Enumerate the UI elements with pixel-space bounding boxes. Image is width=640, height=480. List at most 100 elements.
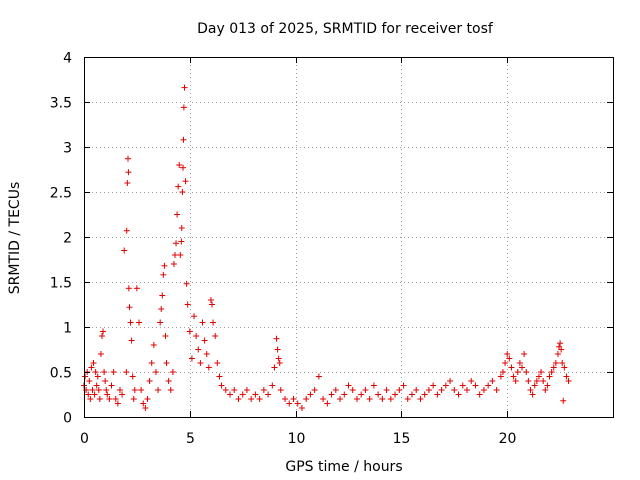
- data-point: [203, 351, 210, 357]
- data-point: [438, 387, 445, 393]
- data-point: [180, 164, 187, 171]
- data-point: [565, 378, 572, 384]
- data-point: [191, 313, 198, 320]
- data-point: [328, 391, 335, 398]
- data-point: [178, 238, 185, 245]
- data-point: [559, 360, 566, 366]
- data-point: [324, 400, 331, 407]
- data-point: [523, 369, 530, 375]
- data-point: [320, 396, 327, 402]
- data-point: [93, 382, 100, 389]
- data-point: [163, 360, 170, 366]
- data-point: [150, 342, 157, 348]
- data-point: [554, 351, 561, 357]
- data-point: [546, 373, 553, 380]
- data-point: [152, 369, 159, 375]
- y-tick-label: 3.5: [50, 96, 72, 112]
- data-point: [552, 360, 559, 366]
- data-point: [341, 391, 348, 398]
- data-point: [265, 391, 272, 398]
- data-point: [451, 387, 458, 393]
- data-point: [485, 382, 492, 389]
- data-point: [239, 391, 246, 398]
- y-tick-label: 2: [63, 231, 72, 247]
- data-point: [447, 378, 454, 384]
- data-point: [538, 369, 545, 375]
- data-point: [177, 252, 184, 258]
- data-point: [125, 285, 132, 292]
- data-point: [108, 382, 115, 389]
- data-point: [222, 387, 229, 393]
- data-point: [290, 396, 297, 402]
- data-point: [148, 360, 155, 366]
- data-point: [282, 396, 289, 402]
- data-point: [370, 382, 377, 389]
- data-point: [90, 360, 97, 366]
- data-point: [362, 387, 369, 393]
- data-point: [472, 382, 479, 389]
- data-point: [121, 247, 128, 254]
- data-point: [133, 285, 140, 292]
- y-tick-label: 4: [63, 51, 72, 67]
- data-point: [87, 396, 94, 402]
- data-point: [179, 189, 186, 195]
- data-point: [144, 396, 151, 402]
- data-point: [463, 387, 470, 393]
- data-point: [214, 360, 221, 366]
- data-point: [533, 378, 540, 384]
- data-point: [146, 378, 153, 384]
- data-point: [476, 391, 483, 398]
- data-point: [375, 391, 382, 398]
- data-point: [508, 364, 515, 371]
- data-point: [243, 387, 250, 393]
- data-point: [430, 382, 437, 389]
- data-point: [286, 400, 293, 407]
- data-point: [502, 360, 509, 366]
- data-point: [396, 387, 403, 393]
- data-point: [531, 382, 538, 389]
- data-point: [170, 261, 177, 267]
- data-point: [337, 396, 344, 402]
- data-point: [106, 396, 113, 402]
- data-point: [116, 387, 123, 393]
- data-point: [358, 391, 365, 398]
- data-point: [349, 387, 356, 393]
- data-point: [480, 387, 487, 393]
- data-point: [275, 355, 282, 362]
- data-point: [181, 84, 188, 91]
- data-point: [88, 364, 95, 371]
- data-point: [205, 364, 212, 371]
- data-point: [315, 373, 322, 380]
- data-point: [459, 382, 466, 389]
- data-point: [489, 378, 496, 384]
- data-point: [127, 319, 134, 326]
- data-point: [128, 337, 135, 344]
- y-tick-label: 1: [63, 321, 72, 337]
- data-point: [110, 369, 117, 375]
- data-point: [209, 301, 216, 308]
- data-point: [303, 396, 310, 402]
- data-point: [216, 373, 223, 380]
- data-point: [519, 364, 526, 371]
- data-point: [404, 396, 411, 402]
- data-point: [130, 396, 137, 402]
- data-point: [199, 319, 206, 326]
- data-point: [506, 355, 513, 362]
- data-point: [97, 351, 104, 357]
- x-tick-label: 20: [499, 431, 517, 447]
- data-point: [201, 337, 208, 344]
- data-point: [269, 382, 276, 389]
- data-point: [136, 319, 143, 326]
- data-point: [512, 378, 519, 384]
- data-point: [514, 369, 521, 375]
- data-point: [271, 364, 278, 371]
- data-point: [142, 405, 149, 411]
- data-point: [86, 378, 93, 384]
- data-point: [260, 387, 267, 393]
- data-point: [387, 396, 394, 402]
- y-tick-label: 0: [63, 411, 72, 427]
- data-point: [231, 387, 238, 393]
- data-point: [392, 391, 399, 398]
- x-tick-label: 15: [393, 431, 411, 447]
